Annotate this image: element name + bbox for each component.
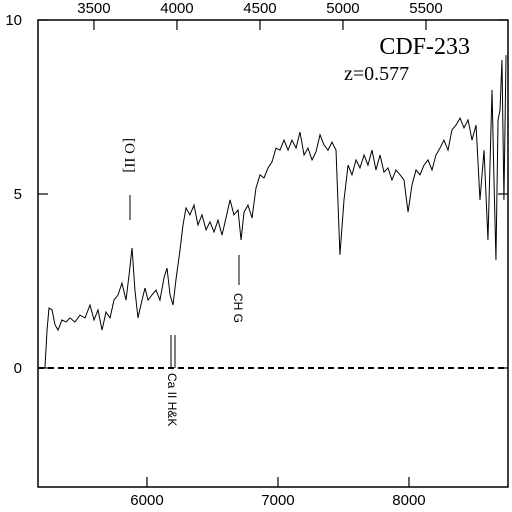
spectrum-line — [44, 55, 507, 369]
chart-subtitle: z=0.577 — [344, 63, 409, 85]
plot-frame — [37, 19, 509, 488]
annotation: [O II] — [121, 138, 137, 173]
x2-tick-label: 5500 — [409, 0, 442, 17]
x2-tick-label: 3500 — [77, 0, 110, 17]
x2-tick-label: 4000 — [160, 0, 193, 17]
x-tick-label: 8000 — [392, 492, 425, 509]
chart-title: CDF-233 — [379, 34, 470, 60]
annotation: Ca II H&K — [165, 373, 179, 426]
y-tick-label: 10 — [5, 12, 22, 29]
x2-tick-label: 5000 — [326, 0, 359, 17]
x-tick-label: 6000 — [130, 492, 163, 509]
annotation: CH G — [231, 293, 245, 323]
x-tick-label: 7000 — [261, 492, 294, 509]
x2-tick-label: 4500 — [243, 0, 276, 17]
y-tick-label: 5 — [14, 186, 22, 203]
y-tick-label: 0 — [14, 360, 22, 377]
